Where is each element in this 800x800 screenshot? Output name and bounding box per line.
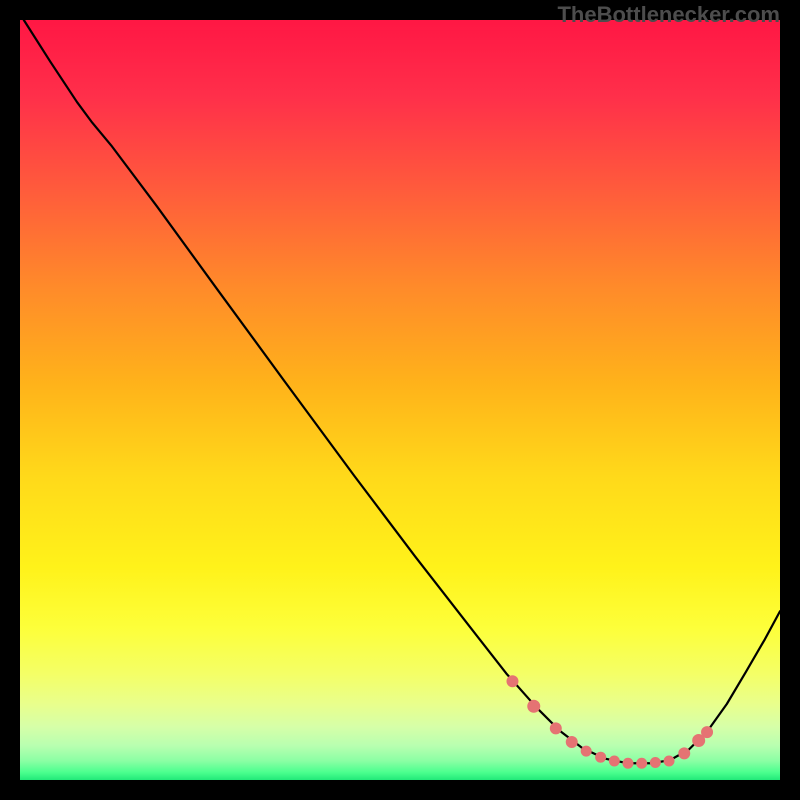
data-marker [637,758,647,768]
data-marker [507,676,518,687]
data-marker [609,756,619,766]
chart-svg-overlay [0,0,800,800]
data-marker [623,758,633,768]
data-marker [550,723,561,734]
bottleneck-curve [24,20,780,763]
data-marker [664,756,674,766]
data-marker [566,737,577,748]
chart-container: TheBottlenecker.com [0,0,800,800]
data-marker [581,746,591,756]
data-marker [702,727,713,738]
data-marker [650,758,660,768]
data-marker [596,752,606,762]
watermark-text: TheBottlenecker.com [557,2,780,28]
data-marker [528,700,540,712]
data-marker [679,748,690,759]
